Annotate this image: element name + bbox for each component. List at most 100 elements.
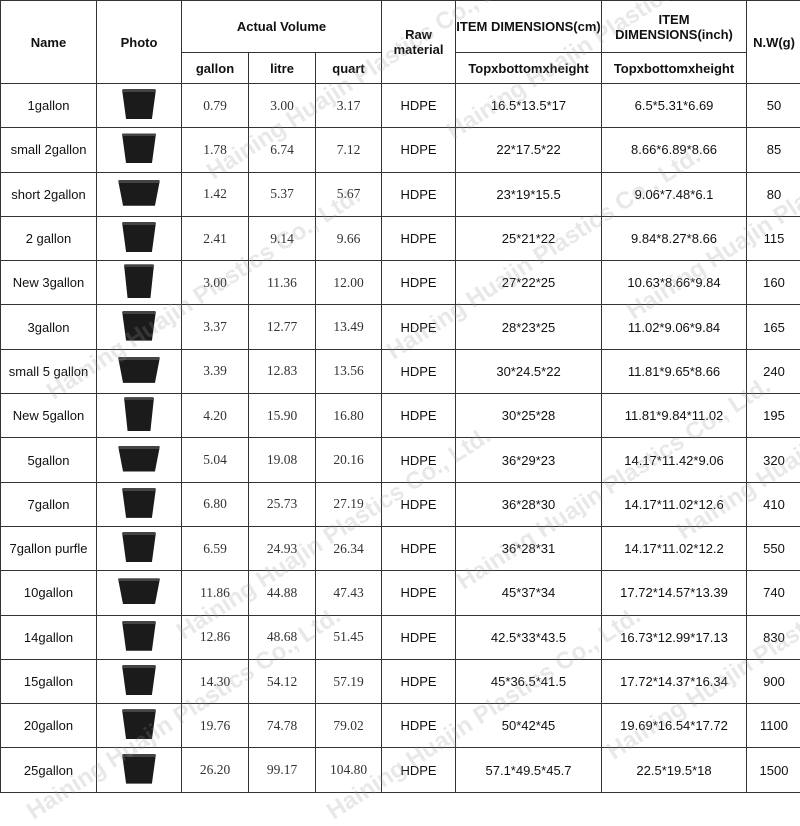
gallon-cell: 1.42 <box>182 172 249 216</box>
name-cell: New 3gallon <box>1 261 97 305</box>
pot-photo <box>122 709 156 739</box>
pot-photo <box>118 180 160 206</box>
dimensions-cm-cell: 16.5*13.5*17 <box>456 84 602 128</box>
gallon-cell: 11.86 <box>182 571 249 615</box>
net-weight-cell: 165 <box>747 305 800 349</box>
name-cell: 3gallon <box>1 305 97 349</box>
net-weight-cell: 740 <box>747 571 800 615</box>
dimensions-cm-cell: 50*42*45 <box>456 704 602 748</box>
dimensions-cm-cell: 30*24.5*22 <box>456 349 602 393</box>
header-quart: quart <box>316 53 382 84</box>
material-cell: HDPE <box>382 84 456 128</box>
header-name: Name <box>1 1 97 84</box>
pot-photo <box>118 357 160 383</box>
gallon-cell: 3.39 <box>182 349 249 393</box>
name-cell: 2 gallon <box>1 216 97 260</box>
header-dim-cm-sub: Topxbottomxheight <box>456 53 602 84</box>
photo-cell <box>97 261 182 305</box>
litre-cell: 19.08 <box>249 438 316 482</box>
dimensions-cm-cell: 25*21*22 <box>456 216 602 260</box>
litre-cell: 25.73 <box>249 482 316 526</box>
photo-cell <box>97 438 182 482</box>
litre-cell: 9.14 <box>249 216 316 260</box>
gallon-cell: 3.00 <box>182 261 249 305</box>
dimensions-cm-cell: 28*23*25 <box>456 305 602 349</box>
dimensions-cm-cell: 27*22*25 <box>456 261 602 305</box>
pot-photo <box>122 222 156 252</box>
material-cell: HDPE <box>382 482 456 526</box>
photo-cell <box>97 659 182 703</box>
quart-cell: 13.56 <box>316 349 382 393</box>
photo-cell <box>97 615 182 659</box>
gallon-cell: 6.80 <box>182 482 249 526</box>
litre-cell: 12.83 <box>249 349 316 393</box>
dimensions-inch-cell: 19.69*16.54*17.72 <box>602 704 747 748</box>
header-gallon: gallon <box>182 53 249 84</box>
quart-cell: 47.43 <box>316 571 382 615</box>
quart-cell: 3.17 <box>316 84 382 128</box>
dimensions-inch-cell: 8.66*6.89*8.66 <box>602 128 747 172</box>
photo-cell <box>97 526 182 570</box>
name-cell: small 5 gallon <box>1 349 97 393</box>
litre-cell: 48.68 <box>249 615 316 659</box>
litre-cell: 11.36 <box>249 261 316 305</box>
pot-photo <box>122 133 156 163</box>
net-weight-cell: 50 <box>747 84 800 128</box>
material-cell: HDPE <box>382 261 456 305</box>
net-weight-cell: 550 <box>747 526 800 570</box>
dimensions-inch-cell: 16.73*12.99*17.13 <box>602 615 747 659</box>
dimensions-inch-cell: 14.17*11.02*12.6 <box>602 482 747 526</box>
dimensions-cm-cell: 36*29*23 <box>456 438 602 482</box>
pot-photo <box>122 754 156 784</box>
quart-cell: 9.66 <box>316 216 382 260</box>
material-cell: HDPE <box>382 216 456 260</box>
net-weight-cell: 1500 <box>747 748 800 792</box>
net-weight-cell: 195 <box>747 394 800 438</box>
gallon-cell: 12.86 <box>182 615 249 659</box>
quart-cell: 7.12 <box>316 128 382 172</box>
material-cell: HDPE <box>382 526 456 570</box>
header-litre: litre <box>249 53 316 84</box>
pot-photo <box>122 621 156 651</box>
photo-cell <box>97 571 182 615</box>
material-cell: HDPE <box>382 615 456 659</box>
product-spec-table: Name Photo Actual Volume Raw material IT… <box>0 0 800 793</box>
quart-cell: 79.02 <box>316 704 382 748</box>
dimensions-cm-cell: 57.1*49.5*45.7 <box>456 748 602 792</box>
photo-cell <box>97 349 182 393</box>
litre-cell: 15.90 <box>249 394 316 438</box>
name-cell: 7gallon purfle <box>1 526 97 570</box>
litre-cell: 5.37 <box>249 172 316 216</box>
name-cell: New 5gallon <box>1 394 97 438</box>
dimensions-cm-cell: 23*19*15.5 <box>456 172 602 216</box>
material-cell: HDPE <box>382 128 456 172</box>
header-net-weight: N.W(g) <box>747 1 800 84</box>
photo-cell <box>97 704 182 748</box>
pot-photo <box>118 578 160 604</box>
litre-cell: 24.93 <box>249 526 316 570</box>
material-cell: HDPE <box>382 438 456 482</box>
photo-cell <box>97 128 182 172</box>
name-cell: 14gallon <box>1 615 97 659</box>
name-cell: 25gallon <box>1 748 97 792</box>
photo-cell <box>97 748 182 792</box>
name-cell: 1gallon <box>1 84 97 128</box>
pot-photo <box>118 446 160 472</box>
header-photo: Photo <box>97 1 182 84</box>
dimensions-inch-cell: 14.17*11.42*9.06 <box>602 438 747 482</box>
pot-photo <box>122 311 156 341</box>
dimensions-inch-cell: 11.81*9.84*11.02 <box>602 394 747 438</box>
material-cell: HDPE <box>382 172 456 216</box>
pot-photo <box>122 665 156 695</box>
name-cell: small 2gallon <box>1 128 97 172</box>
litre-cell: 6.74 <box>249 128 316 172</box>
dimensions-cm-cell: 22*17.5*22 <box>456 128 602 172</box>
quart-cell: 20.16 <box>316 438 382 482</box>
net-weight-cell: 115 <box>747 216 800 260</box>
